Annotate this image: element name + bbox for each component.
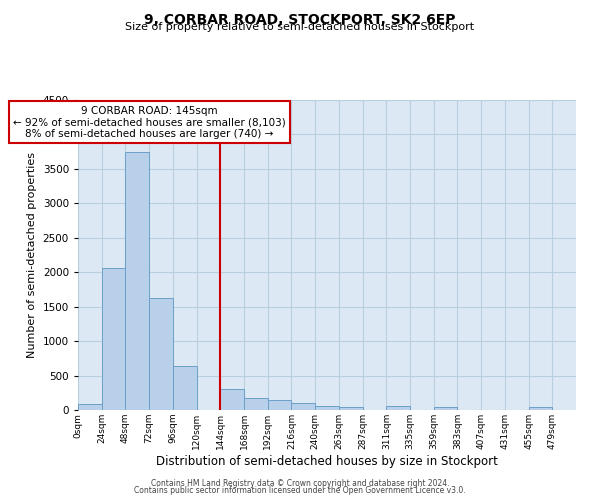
Bar [173,366,197,410]
Bar [434,407,457,410]
Bar [78,404,102,410]
Text: 9 CORBAR ROAD: 145sqm
← 92% of semi-detached houses are smaller (8,103)
8% of se: 9 CORBAR ROAD: 145sqm ← 92% of semi-deta… [13,106,286,138]
Y-axis label: Number of semi-detached properties: Number of semi-detached properties [27,152,37,358]
Bar [268,400,292,410]
Bar [220,390,244,410]
Bar [244,398,268,410]
Text: Size of property relative to semi-detached houses in Stockport: Size of property relative to semi-detach… [125,22,475,32]
Bar [386,406,410,410]
Text: 9, CORBAR ROAD, STOCKPORT, SK2 6EP: 9, CORBAR ROAD, STOCKPORT, SK2 6EP [144,12,456,26]
Text: Contains HM Land Registry data © Crown copyright and database right 2024.: Contains HM Land Registry data © Crown c… [151,478,449,488]
Text: Contains public sector information licensed under the Open Government Licence v3: Contains public sector information licen… [134,486,466,495]
Bar [339,407,362,410]
Bar [315,406,339,410]
Bar [529,406,552,410]
Bar [292,403,315,410]
Bar [149,298,173,410]
X-axis label: Distribution of semi-detached houses by size in Stockport: Distribution of semi-detached houses by … [156,454,498,468]
Bar [102,268,125,410]
Bar [125,152,149,410]
